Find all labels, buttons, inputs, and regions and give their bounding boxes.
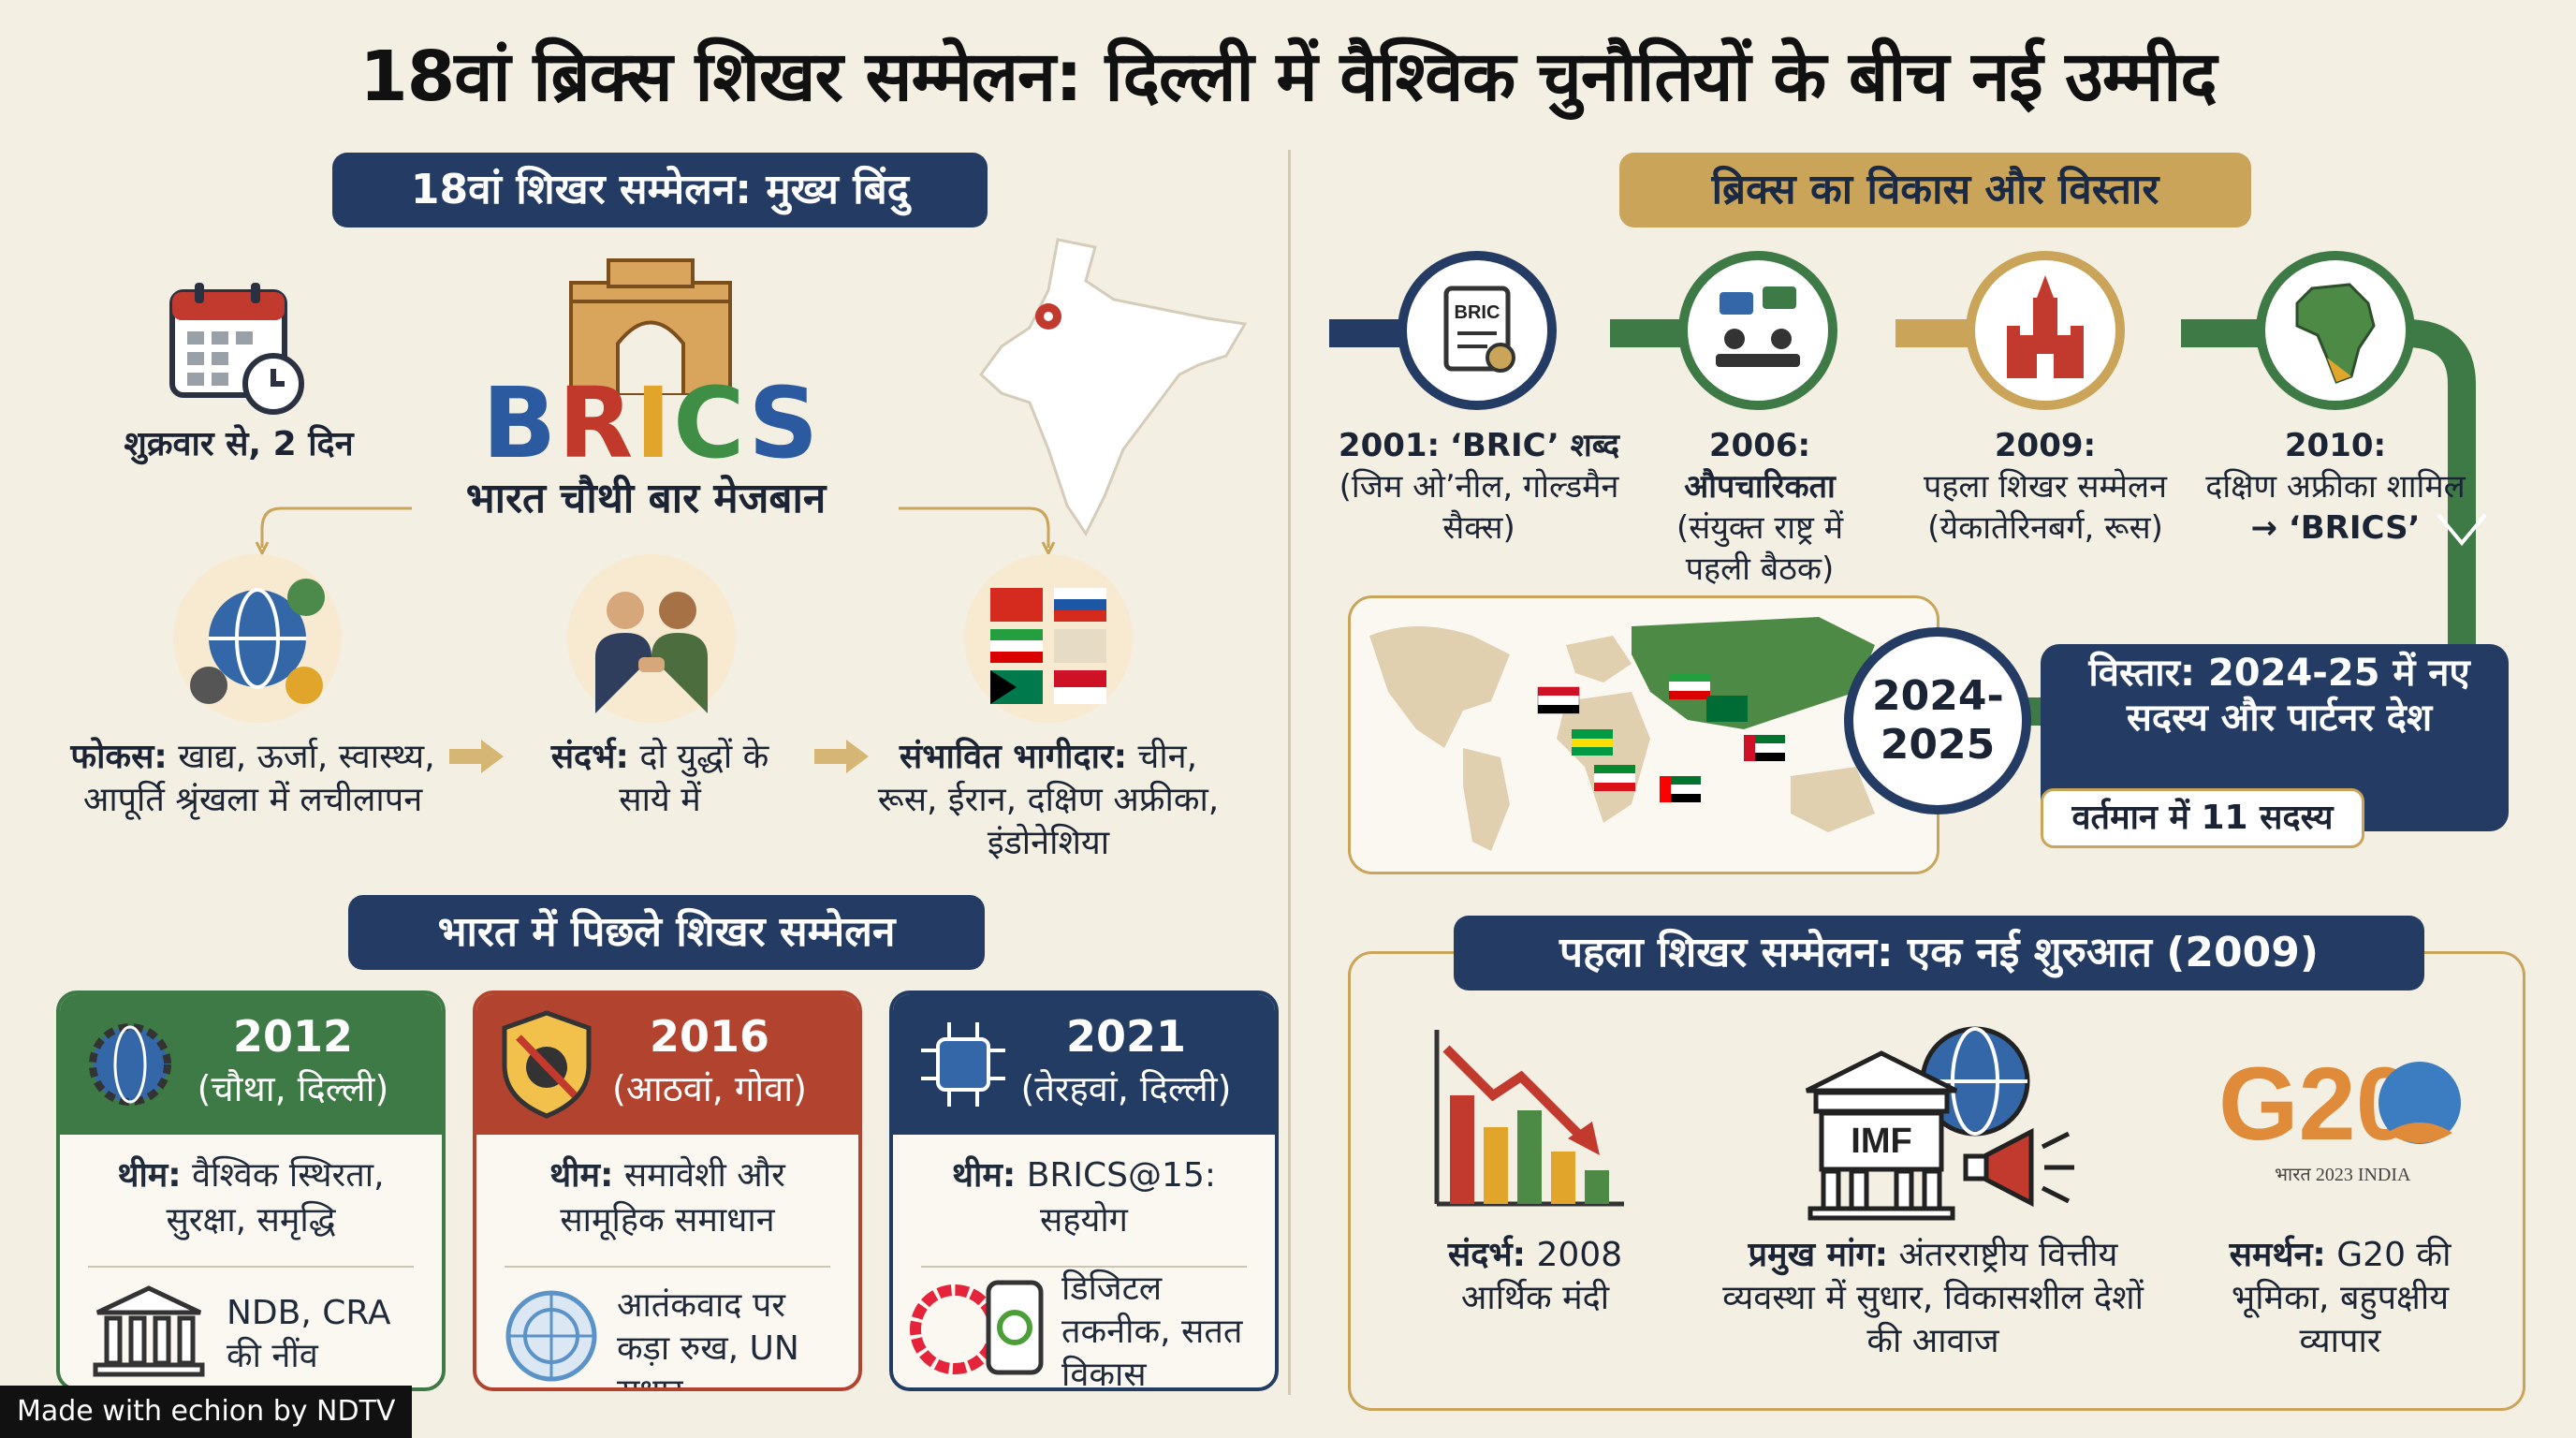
page-title: 18वां ब्रिक्स शिखर सम्मेलन: दिल्ली में व… (359, 37, 2217, 117)
first-summit-demand: प्रमुख मांग: अंतरराष्ट्रीय वित्तीय व्यवस… (1722, 1236, 2144, 1360)
previous-summits-header: भारत में पिछले शिखर सम्मेलन (348, 895, 985, 970)
card-foot: आतंकवाद पर कड़ा रुख, UN सुधार (617, 1286, 799, 1387)
shield-bomb-icon (495, 1009, 598, 1120)
sdg-phone-icon (910, 1275, 1050, 1378)
timeline-label-2006: 2006: औपचारिकता (संयुक्त राष्ट्र में पहली … (1676, 427, 1844, 588)
timeline-circle-2010 (2256, 251, 2415, 410)
members-badge: वर्तमान में 11 सदस्य (2041, 788, 2364, 848)
card-year: 2021 (1065, 1011, 1187, 1062)
card-divider (921, 1266, 1247, 1268)
india-map-icon (973, 234, 1254, 543)
india-gate-icon (562, 245, 739, 397)
timeline-circle-2006 (1678, 251, 1837, 410)
timeline-label-2001: 2001: ‘BRIC’ शब्द (जिम ओ’नील, गोल्डमैन सै… (1338, 427, 1620, 547)
summit-card-2021: 2021 (तेरहवां, दिल्ली) थीम: BRICS@15: सह… (889, 990, 1279, 1391)
declining-chart-icon (1427, 1030, 1624, 1212)
card-divider (505, 1266, 830, 1268)
card-year: 2016 (649, 1011, 770, 1062)
timeline-circle-2001: BRIC (1398, 251, 1557, 410)
expansion-years: 2024-2025 (1872, 672, 2004, 769)
imf-building-icon: IMF (1797, 1025, 2078, 1222)
point-partners: संभावित भागीदार: चीन, रूस, ईरान, दक्षिण … (877, 738, 1220, 862)
summit-card-2016: 2016 (आठवां, गोवा) थीम: समावेशी और सामूह… (473, 990, 862, 1391)
key-points-header: 18वां शिखर सम्मेलन: मुख्य बिंदु (332, 153, 988, 227)
timeline-label-2010: 2010: दक्षिण अफ्रीका शामिल → ‘BRICS’ (2205, 427, 2466, 547)
card-theme: थीम: BRICS@15: सहयोग (952, 1156, 1216, 1240)
made-with-watermark: Made with echion by NDTV (0, 1386, 413, 1438)
card-divider (88, 1266, 414, 1268)
timeline-label-2009: 2009: पहला शिखर सम्मेलन (येकातेरिनबर्ग, रू… (1924, 427, 2167, 547)
point-focus: फोकस: खाद्य, ऊर्जा, स्वास्थ्य, आपूर्ति श… (70, 738, 435, 819)
world-map (1348, 595, 1939, 874)
card-theme: थीम: वैश्विक स्थिरता, सुरक्षा, समृद्धि (117, 1156, 385, 1240)
point-context: संदर्भ: दो युद्धों के साये में (550, 738, 769, 819)
first-summit-context: संदर्भ: 2008 आर्थिक मंदी (1447, 1236, 1623, 1317)
calendar-icon (168, 279, 304, 415)
card-subtitle: (चौथा, दिल्ली) (197, 1068, 389, 1109)
arrow-icon (814, 738, 871, 775)
center-divider (1288, 150, 1291, 1395)
un-emblem-icon (495, 1284, 607, 1387)
card-year: 2012 (232, 1011, 354, 1062)
card-theme: थीम: समावेशी और सामूहिक समाधान (549, 1156, 785, 1240)
svg-text:BRIC: BRIC (1455, 302, 1500, 323)
card-foot: NDB, CRA की नींव (227, 1294, 391, 1375)
expansion-text: विस्तार: 2024-25 में नए सदस्य और पार्टनर… (2088, 652, 2470, 740)
first-summit-header: पहला शिखर सम्मेलन: एक नई शुरुआत (2009) (1454, 916, 2424, 990)
g20-logo: G20 भारत 2023 INDIA (2218, 1049, 2471, 1189)
arrow-icon (449, 738, 505, 775)
date-label: शुक्रवार से, 2 दिन (124, 425, 354, 463)
card-subtitle: (तेरहवां, दिल्ली) (1020, 1068, 1232, 1109)
chip-icon (912, 1013, 1015, 1116)
expansion-year-circle: 2024-2025 (1844, 627, 2031, 814)
gear-globe-icon (79, 1013, 182, 1116)
handshake-icon (567, 554, 736, 723)
globe-energy-icon (173, 554, 342, 723)
timeline-circle-2009 (1966, 251, 2125, 410)
summit-card-2012: 2012 (चौथा, दिल्ली) थीम: वैश्विक स्थिरता… (56, 990, 446, 1391)
host-label: भारत चौथी बार मेजबान (465, 475, 827, 522)
svg-text:IMF: IMF (1851, 1122, 1911, 1161)
card-subtitle: (आठवां, गोवा) (612, 1068, 807, 1109)
flags-icon (964, 554, 1133, 723)
brics-logo: BRICS (482, 366, 821, 480)
card-foot: डिजिटल तकनीक, सतत विकास (1061, 1269, 1243, 1391)
evolution-header: ब्रिक्स का विकास और विस्तार (1619, 153, 2251, 227)
connector-lines (253, 492, 1058, 557)
bank-icon (88, 1284, 210, 1378)
first-summit-support: समर्थन: G20 की भूमिका, बहुपक्षीय व्यापार (2229, 1236, 2452, 1360)
